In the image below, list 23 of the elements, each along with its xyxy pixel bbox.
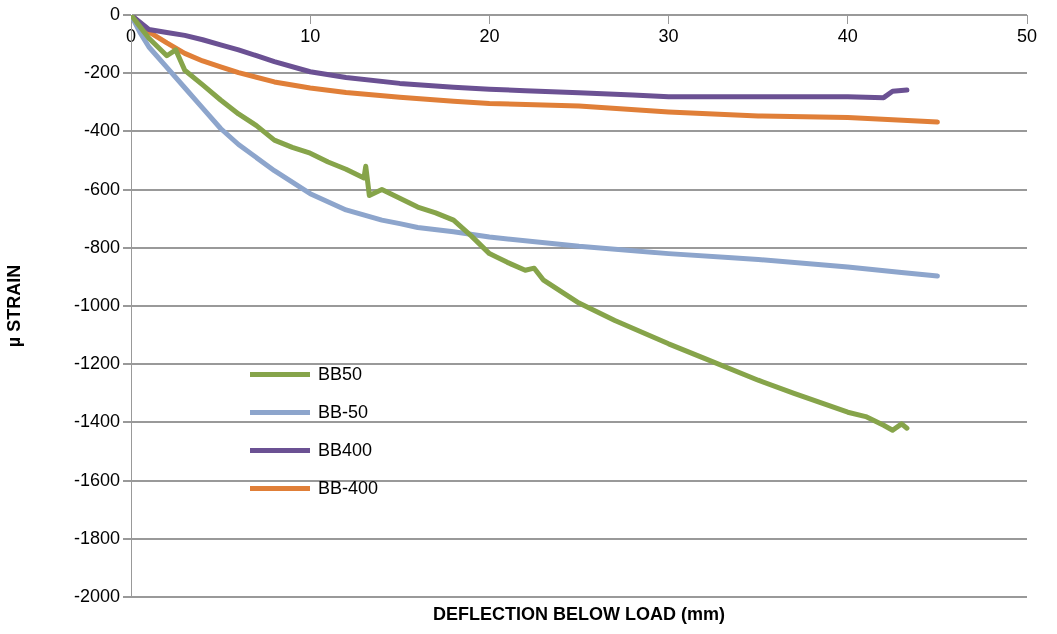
y-tick-label: -1800 bbox=[73, 527, 120, 548]
y-tick-label: -800 bbox=[83, 236, 120, 257]
x-tick-label: 20 bbox=[479, 25, 500, 46]
x-tick-label: 0 bbox=[125, 25, 137, 46]
y-axis-title: µ STRAIN bbox=[3, 264, 24, 348]
legend-label: BB50 bbox=[318, 363, 363, 385]
x-tick-label: 30 bbox=[658, 25, 679, 46]
legend-label: BB-50 bbox=[318, 401, 369, 423]
y-tick-label: -200 bbox=[83, 62, 120, 83]
y-tick-label: -400 bbox=[83, 120, 120, 141]
x-tick-label: 40 bbox=[837, 25, 858, 46]
x-tick-label: 50 bbox=[1016, 25, 1038, 46]
y-tick-label: -1000 bbox=[73, 294, 120, 315]
x-tick-label: 10 bbox=[300, 25, 321, 46]
y-tick-label: -1400 bbox=[73, 411, 120, 432]
x-axis-title: DEFLECTION BELOW LOAD (mm) bbox=[432, 604, 726, 625]
y-tick-label: 0 bbox=[109, 3, 120, 24]
legend-label: BB-400 bbox=[318, 477, 379, 499]
y-tick-label: -1200 bbox=[73, 353, 120, 374]
y-tick-label: -600 bbox=[83, 178, 120, 199]
y-tick-label: -2000 bbox=[73, 585, 120, 606]
y-tick-label: -1600 bbox=[73, 469, 120, 490]
legend-label: BB400 bbox=[318, 439, 373, 461]
